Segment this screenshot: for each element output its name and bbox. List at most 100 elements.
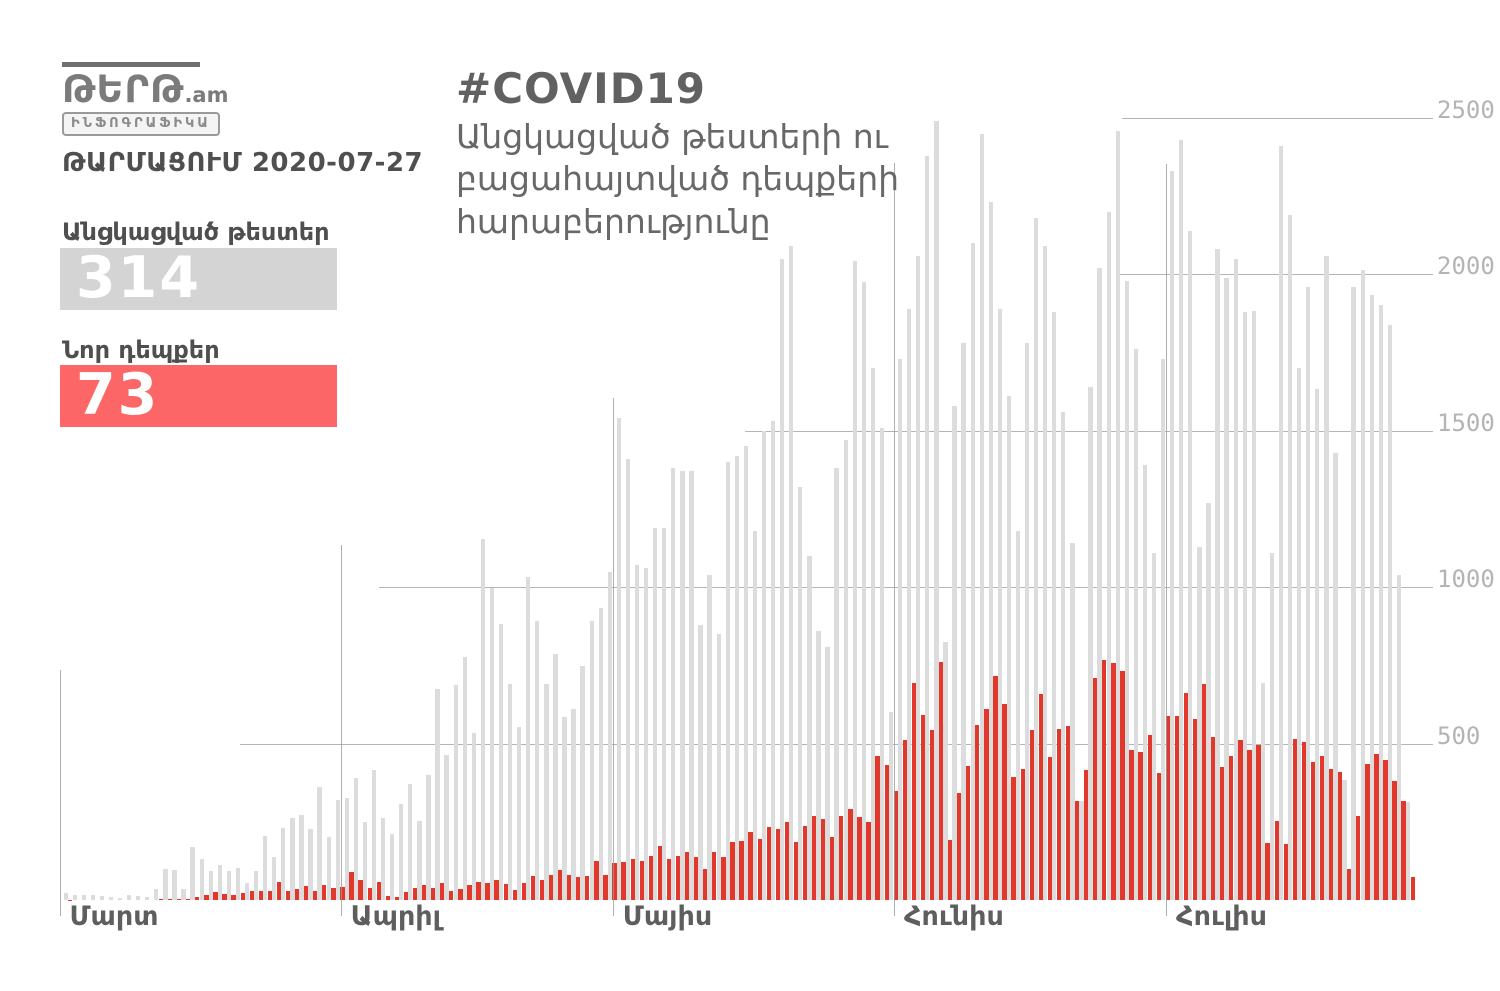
tests-bar	[208, 870, 213, 900]
cases-bar	[385, 895, 390, 900]
tests-bar	[226, 871, 232, 900]
cases-bar	[857, 817, 862, 900]
tests-bar	[299, 814, 304, 900]
cases-bar	[267, 890, 273, 900]
tests-bar	[272, 856, 277, 900]
tests-bar	[1233, 258, 1238, 900]
tests-bar	[1396, 575, 1402, 900]
cases-bar	[394, 896, 400, 900]
tests-bar	[335, 799, 340, 900]
cases-bar	[1365, 763, 1370, 900]
cases-bar	[1192, 718, 1198, 900]
cases-bar	[1038, 693, 1043, 900]
tests-bar	[181, 889, 186, 900]
tests-bar	[417, 820, 422, 900]
hashtag-title: #COVID19	[456, 64, 707, 113]
tests-bar	[136, 896, 141, 900]
month-divider-2	[340, 545, 342, 916]
tests-bar	[362, 822, 368, 900]
tests-bar	[480, 538, 486, 900]
cases-bar	[440, 883, 445, 900]
cases-bar	[621, 862, 626, 900]
cases-bar	[938, 661, 944, 900]
cases-bar	[1056, 728, 1062, 900]
tests-bar	[244, 883, 250, 900]
cases-bar	[1347, 869, 1352, 900]
tests-bar	[734, 455, 739, 900]
cases-bar	[485, 882, 490, 900]
tests-bar	[916, 255, 921, 900]
infographic-badge: ԻՆՖՈԳՐԱՖԻԿԱ	[62, 112, 220, 136]
cases-bar	[893, 790, 898, 900]
tests-bar	[172, 869, 177, 900]
cases-bar	[1220, 767, 1225, 900]
tests-stat-value: 314	[76, 245, 201, 311]
tests-bar	[390, 833, 395, 900]
tests-bar	[598, 607, 603, 900]
tests-bar	[308, 828, 313, 900]
cases-bar	[1065, 726, 1071, 900]
tests-bar	[662, 527, 667, 900]
cases-bar	[458, 889, 463, 900]
tests-bar	[634, 565, 640, 900]
cases-bar	[412, 888, 418, 900]
tests-bar	[807, 555, 812, 900]
tests-bar	[1342, 779, 1347, 900]
cases-bar	[1111, 662, 1116, 900]
cases-bar	[975, 724, 980, 900]
tests-bar	[290, 818, 295, 900]
cases-bar	[848, 808, 853, 900]
cases-bar	[294, 888, 300, 900]
tests-bar	[589, 621, 594, 900]
cases-bar	[666, 859, 672, 900]
tests-bar	[1006, 396, 1012, 900]
gridline-1000	[379, 587, 1433, 589]
cases-bar	[548, 874, 554, 900]
tests-bar	[1297, 368, 1302, 900]
cases-bar	[1020, 768, 1025, 900]
cases-bar	[177, 898, 182, 900]
tests-bar	[625, 458, 631, 900]
tests-bar	[907, 308, 912, 900]
tests-bar	[526, 576, 531, 900]
tests-bar	[689, 471, 694, 900]
cases-bar	[1310, 762, 1316, 900]
tests-bar	[580, 665, 585, 900]
tests-bar	[1369, 295, 1374, 900]
tests-bar	[154, 889, 159, 900]
tests-bar	[1224, 277, 1229, 900]
tests-bar	[562, 717, 567, 900]
cases-bar	[1229, 756, 1234, 900]
tests-bar	[1179, 139, 1184, 900]
tests-bar	[1324, 255, 1329, 900]
cases-bar	[158, 899, 164, 900]
masthead: ԹԵՐԹ.am ԻՆՖՈԳՐԱՖԻԿԱ ԹԱՐՄԱՑՈՒՄ 2020-07-27	[62, 62, 423, 178]
cases-bar	[249, 890, 254, 900]
tests-bar	[371, 769, 377, 900]
cases-bar	[775, 828, 780, 900]
cases-bar	[594, 860, 599, 900]
tests-bar	[1115, 130, 1120, 900]
cases-bar	[358, 879, 363, 900]
tests-bar	[1360, 270, 1365, 900]
cases-bar	[1265, 842, 1270, 900]
cases-bar	[830, 837, 835, 900]
cases-bar	[811, 815, 817, 900]
cases-bar	[603, 874, 608, 900]
cases-bar	[648, 855, 653, 900]
tests-bar	[435, 688, 440, 900]
cases-bar	[1047, 757, 1053, 900]
cases-bar	[929, 730, 935, 900]
gridline-2500	[1122, 118, 1433, 119]
tests-stat-box: 314	[60, 248, 337, 310]
cases-bar	[1338, 772, 1343, 900]
tests-bar	[1142, 465, 1148, 900]
month-divider-5	[1166, 164, 1168, 916]
cases-bar	[684, 852, 690, 900]
logo: ԹԵՐԹ.am	[62, 71, 423, 108]
tests-bar	[1015, 530, 1021, 900]
tests-bar	[1124, 280, 1129, 900]
tests-bar	[861, 282, 866, 900]
tests-bar	[317, 786, 322, 900]
